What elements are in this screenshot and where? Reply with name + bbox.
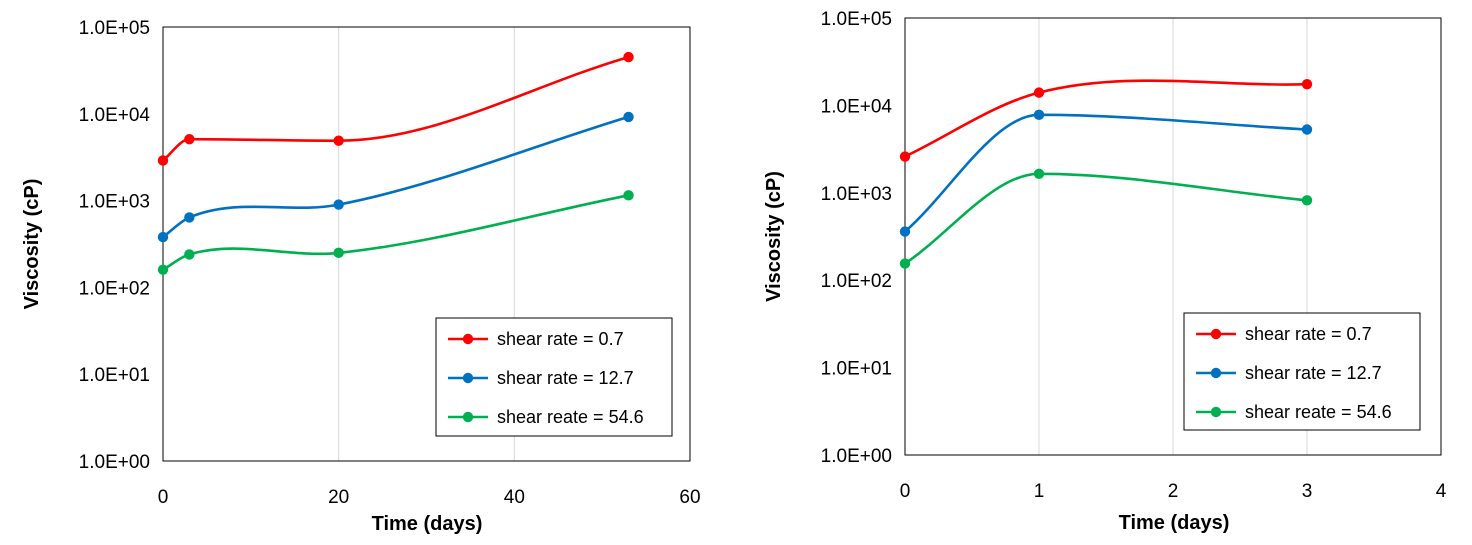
legend-box — [1183, 312, 1421, 431]
series-line-1 — [162, 55, 629, 162]
legend-label: shear reate = 54.6 — [497, 407, 644, 427]
x-tick-label: 2 — [1168, 481, 1179, 502]
data-point — [184, 133, 195, 145]
y-tick-label: 1.0E+00 — [821, 446, 892, 467]
data-point — [333, 247, 344, 259]
data-point — [623, 51, 634, 63]
legend: shear rate = 0.7 shear rate = 12.7 shear r… — [1183, 312, 1421, 431]
x-axis-title: Time (days) — [372, 513, 483, 535]
data-point — [1033, 168, 1045, 179]
legend-label: shear rate = 12.7 — [497, 368, 634, 388]
legend-swatch-marker — [462, 372, 474, 384]
y-tick-label: 1.0E+01 — [821, 359, 892, 380]
y-tick-label: 1.0E+01 — [79, 365, 150, 386]
data-point — [157, 155, 169, 166]
legend-label: shear rate = 0.7 — [497, 329, 624, 349]
y-tick-label: 1.0E+03 — [79, 192, 150, 213]
y-tick-label: 1.0E+05 — [79, 18, 150, 39]
series-line-2 — [162, 115, 629, 239]
data-point — [333, 199, 344, 210]
data-point — [899, 226, 911, 237]
data-point — [623, 190, 634, 201]
y-tick-label: 1.0E+02 — [79, 278, 150, 299]
x-axis-title: Time (days) — [1119, 512, 1230, 534]
y-tick-label: 1.0E+00 — [79, 452, 150, 473]
y-tick-label: 1.0E+02 — [821, 271, 892, 292]
x-tick-label: 40 — [504, 487, 525, 508]
legend-swatch-marker — [462, 411, 474, 423]
legend-swatch-marker — [1210, 406, 1222, 418]
data-point — [899, 258, 911, 269]
chart-1: 0 20 40 60 1.0E+00 1.0E+01 1.0E+02 1.0E+03 1.0E+… — [21, 18, 701, 535]
x-tick-label: 0 — [158, 487, 169, 508]
legend-label: shear reate = 54.6 — [1245, 402, 1392, 422]
chart-2: 0 1 2 3 4 1.0E+00 1.0E+01 1.0E+02 1.0E+03 1.0E+04… — [763, 9, 1447, 534]
data-point — [1301, 124, 1313, 135]
x-tick-label: 60 — [679, 487, 700, 508]
legend-label: shear rate = 12.7 — [1245, 363, 1382, 383]
legend-label: shear rate = 0.7 — [1245, 324, 1372, 344]
data-point — [623, 111, 634, 123]
plot-frame — [162, 26, 691, 462]
series-line-3 — [162, 194, 629, 271]
data-point — [1301, 195, 1313, 206]
data-point — [157, 231, 169, 243]
y-axis-title: Viscosity (cP) — [21, 179, 43, 310]
data-point — [1033, 87, 1045, 98]
data-point — [184, 212, 195, 223]
y-tick-label: 1.0E+04 — [821, 96, 893, 117]
data-point — [1301, 78, 1313, 90]
y-tick-label: 1.0E+05 — [821, 9, 892, 30]
series-line-2 — [904, 113, 1308, 233]
y-axis-title: Viscosity (cP) — [763, 171, 785, 302]
x-tick-label: 3 — [1302, 481, 1313, 502]
x-tick-label: 1 — [1034, 481, 1045, 502]
y-tick-label: 1.0E+03 — [821, 184, 892, 205]
x-tick-label: 0 — [900, 481, 911, 502]
data-point — [184, 249, 195, 260]
x-tick-label: 4 — [1436, 481, 1447, 502]
series-line-3 — [904, 172, 1308, 265]
data-point — [1033, 109, 1045, 121]
x-tick-label: 20 — [328, 487, 349, 508]
y-tick-label: 1.0E+04 — [79, 105, 151, 126]
legend-swatch-marker — [1210, 328, 1222, 340]
data-point — [157, 264, 169, 275]
legend-swatch-marker — [1210, 367, 1222, 379]
legend: shear rate = 0.7 shear rate = 12.7 shear r… — [435, 317, 673, 437]
data-point — [333, 135, 344, 146]
data-point — [899, 151, 911, 162]
series-line-1 — [904, 79, 1308, 158]
legend-swatch-marker — [462, 333, 474, 345]
